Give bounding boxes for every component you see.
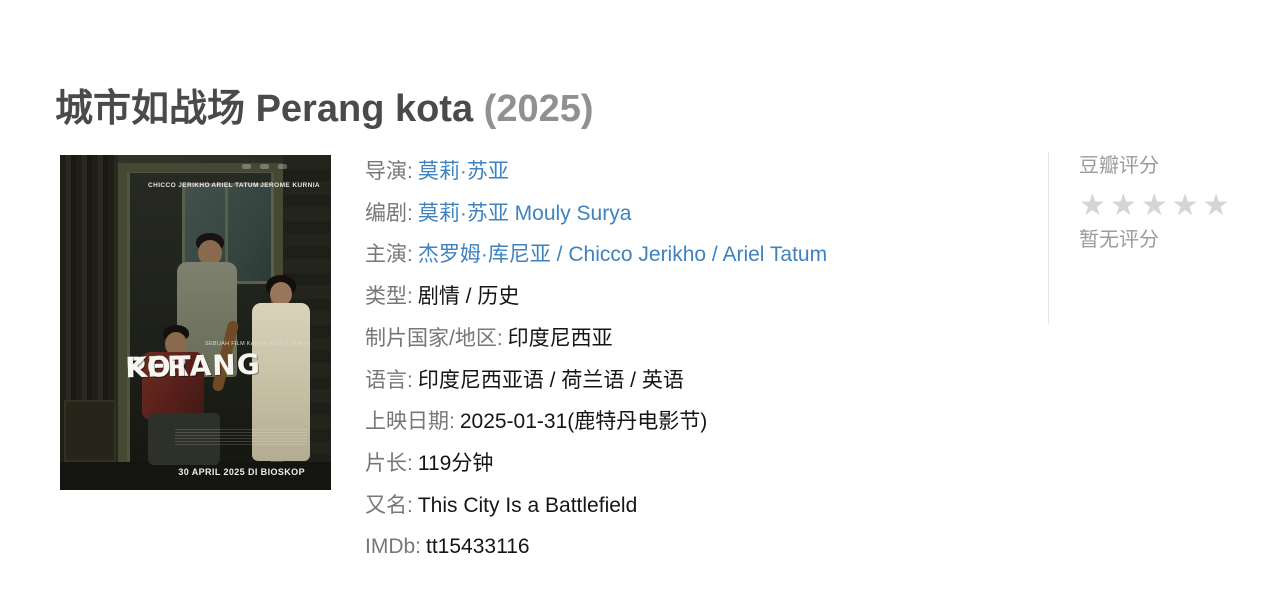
poster-sitting-man-head <box>165 332 187 356</box>
poster-woman-dress <box>252 303 310 461</box>
info-label: 语言: <box>365 368 413 392</box>
poster-standing-man-head <box>198 240 222 266</box>
poster-crate <box>64 400 116 462</box>
no-rating-text: 暂无评分 <box>1079 229 1159 251</box>
poster-cast-names: CHICCO JERIKHO ARIEL TATUM JEROME KURNIA <box>148 182 320 189</box>
douban-rating-section: 豆瓣评分 ★★★★★ 暂无评分 <box>1048 152 1279 324</box>
poster-tagline: SEBUAH FILM KARYA MOULY SURYA <box>205 341 311 347</box>
poster-sitting-man-legs <box>148 413 220 465</box>
genre-value: 剧情 / 历史 <box>417 285 520 309</box>
poster-credits-block <box>175 429 307 445</box>
poster-cast-name: CHICCO JERIKHO <box>148 182 210 189</box>
info-label: 类型: <box>365 285 413 309</box>
poster-woman-head <box>270 282 292 306</box>
info-label: 导演: <box>365 160 413 183</box>
poster-release-date: 30 APRIL 2025 DI BIOSKOP <box>178 467 305 477</box>
director-link[interactable]: 莫莉·苏亚 <box>417 160 509 183</box>
info-row-runtime: 片长: 119分钟 <box>365 443 1005 485</box>
link-separator: / <box>706 243 723 267</box>
info-row-country: 制片国家/地区: 印度尼西亚 <box>365 318 1005 360</box>
info-row-imdb: IMDb: tt15433116 <box>365 526 1005 568</box>
info-row-aka: 又名: This City Is a Battlefield <box>365 485 1005 527</box>
info-row-cast: 主演: 杰罗姆·库尼亚 / Chicco Jerikho / Ariel Tatu… <box>365 234 1005 276</box>
poster-floor <box>60 462 331 490</box>
info-label: 上映日期: <box>365 410 455 434</box>
rating-title: 豆瓣评分 <box>1079 155 1159 177</box>
info-label: 主演: <box>365 243 413 267</box>
poster-cast-name: ARIEL TATUM <box>211 182 259 189</box>
aka-value: This City Is a Battlefield <box>417 493 638 517</box>
info-label: 编剧: <box>365 201 413 225</box>
movie-poster[interactable]: CHICCO JERIKHO ARIEL TATUM JEROME KURNIA… <box>60 155 331 490</box>
cast-link-3[interactable]: Ariel Tatum <box>722 243 828 267</box>
poster-title-line2: KOTA <box>125 349 213 385</box>
runtime-value: 119分钟 <box>417 451 494 475</box>
country-value: 印度尼西亚 <box>507 326 613 350</box>
info-label: 片长: <box>365 451 413 475</box>
cast-link-2[interactable]: Chicco Jerikho <box>568 243 707 267</box>
info-row-screenwriter: 编剧: 莫莉·苏亚 Mouly Surya <box>365 193 1005 235</box>
info-row-language: 语言: 印度尼西亚语 / 荷兰语 / 英语 <box>365 360 1005 402</box>
rating-stars-empty: ★★★★★ <box>1079 188 1234 223</box>
link-separator: / <box>550 243 569 267</box>
info-label: IMDb: <box>365 535 422 559</box>
release-date-value: 2025-01-31(鹿特丹电影节) <box>459 410 708 434</box>
movie-title-year: (2025) <box>483 88 594 131</box>
info-row-director: 导演: 莫莉·苏亚 <box>365 151 1005 193</box>
info-label: 又名: <box>365 493 413 517</box>
info-label: 制片国家/地区: <box>365 326 503 350</box>
poster-cast-name: JEROME KURNIA <box>260 182 320 189</box>
poster-studio-logos <box>242 164 302 169</box>
cast-link-1[interactable]: 杰罗姆·库尼亚 <box>417 243 551 267</box>
language-value: 印度尼西亚语 / 荷兰语 / 英语 <box>417 368 684 392</box>
info-row-genre: 类型: 剧情 / 历史 <box>365 276 1005 318</box>
poster-sitting-man-torso <box>142 352 204 420</box>
movie-title: 城市如战场 Perang kota (2025) <box>55 87 594 131</box>
screenwriter-link[interactable]: 莫莉·苏亚 Mouly Surya <box>417 201 632 225</box>
imdb-value: tt15433116 <box>426 535 530 559</box>
movie-title-zh: 城市如战场 <box>55 88 246 131</box>
info-row-release-date: 上映日期: 2025-01-31(鹿特丹电影节) <box>365 401 1005 443</box>
movie-title-latin: Perang kota <box>255 88 474 131</box>
movie-info-list: 导演: 莫莉·苏亚 编剧: 莫莉·苏亚 Mouly Surya 主演: 杰罗姆·库尼亚… <box>365 151 1005 568</box>
